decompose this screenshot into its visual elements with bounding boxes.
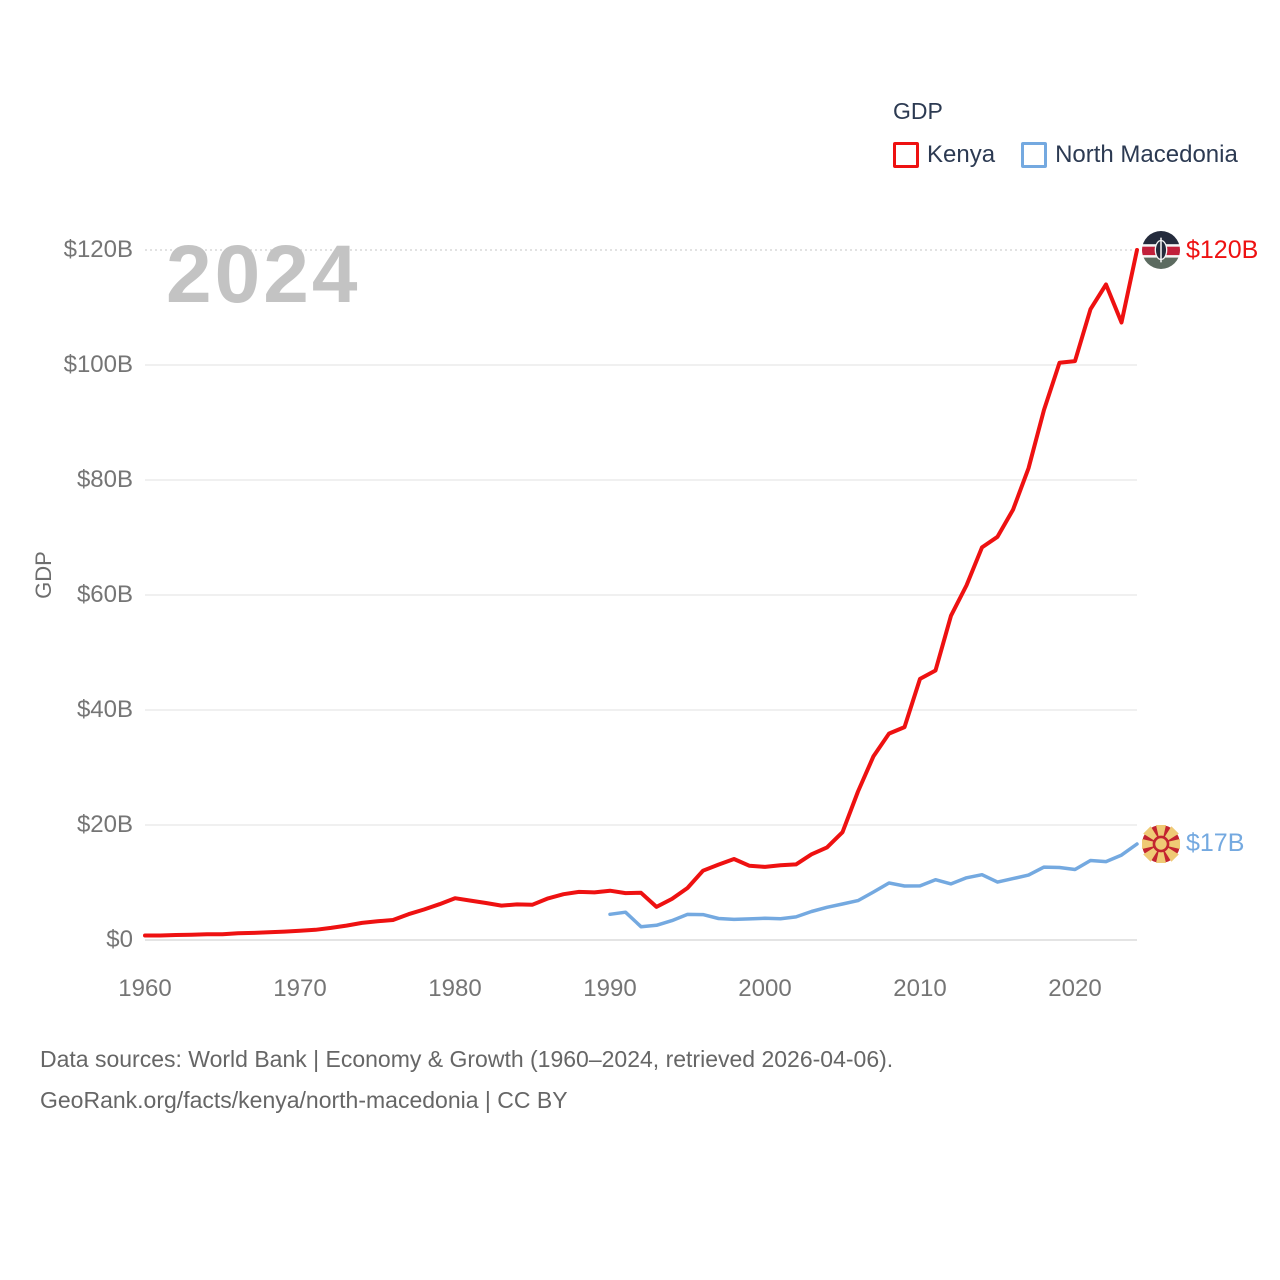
legend-title: GDP <box>893 98 943 124</box>
footer-source-line: Data sources: World Bank | Economy & Gro… <box>40 1046 894 1072</box>
footer-attribution-line: GeoRank.org/facts/kenya/north-macedonia … <box>40 1087 568 1113</box>
north-macedonia-end-label: $17B <box>1142 824 1245 863</box>
y-tick-label: $0 <box>106 926 133 953</box>
kenya-end-label: $120B <box>1142 231 1258 269</box>
y-tick-label: $100B <box>63 351 133 378</box>
kenya-swatch-icon <box>893 142 919 168</box>
legend-item-kenya[interactable]: Kenya <box>893 141 995 169</box>
legend-label-kenya: Kenya <box>927 141 996 168</box>
north-macedonia-end-value: $17B <box>1186 829 1245 858</box>
y-tick-label: $60B <box>76 581 133 608</box>
y-tick-label: $120B <box>63 236 133 263</box>
y-tick-label: $80B <box>76 466 133 493</box>
kenya-flag-icon <box>1142 231 1180 269</box>
x-tick-label: 2020 <box>1048 975 1102 1002</box>
legend-item-north-macedonia[interactable]: North Macedonia <box>1021 141 1238 169</box>
legend-label-north-macedonia: North Macedonia <box>1055 141 1238 168</box>
x-tick-label: 1970 <box>273 975 327 1002</box>
line-north-macedonia <box>608 842 1139 929</box>
x-tick-label: 1960 <box>118 975 172 1002</box>
line-kenya <box>143 248 1139 938</box>
north-macedonia-swatch-icon <box>1021 142 1048 168</box>
y-tick-label: $40B <box>76 696 133 723</box>
y-tick-label: $20B <box>76 811 133 838</box>
x-tick-label: 2000 <box>738 975 792 1002</box>
north-macedonia-flag-icon <box>1142 824 1180 863</box>
year-watermark: 2024 <box>166 229 361 320</box>
x-tick-label: 1990 <box>583 975 637 1002</box>
legend: GDP Kenya North Macedonia <box>893 98 1238 169</box>
x-tick-label: 1980 <box>428 975 482 1002</box>
x-tick-label: 2010 <box>893 975 947 1002</box>
kenya-end-value: $120B <box>1186 235 1259 264</box>
